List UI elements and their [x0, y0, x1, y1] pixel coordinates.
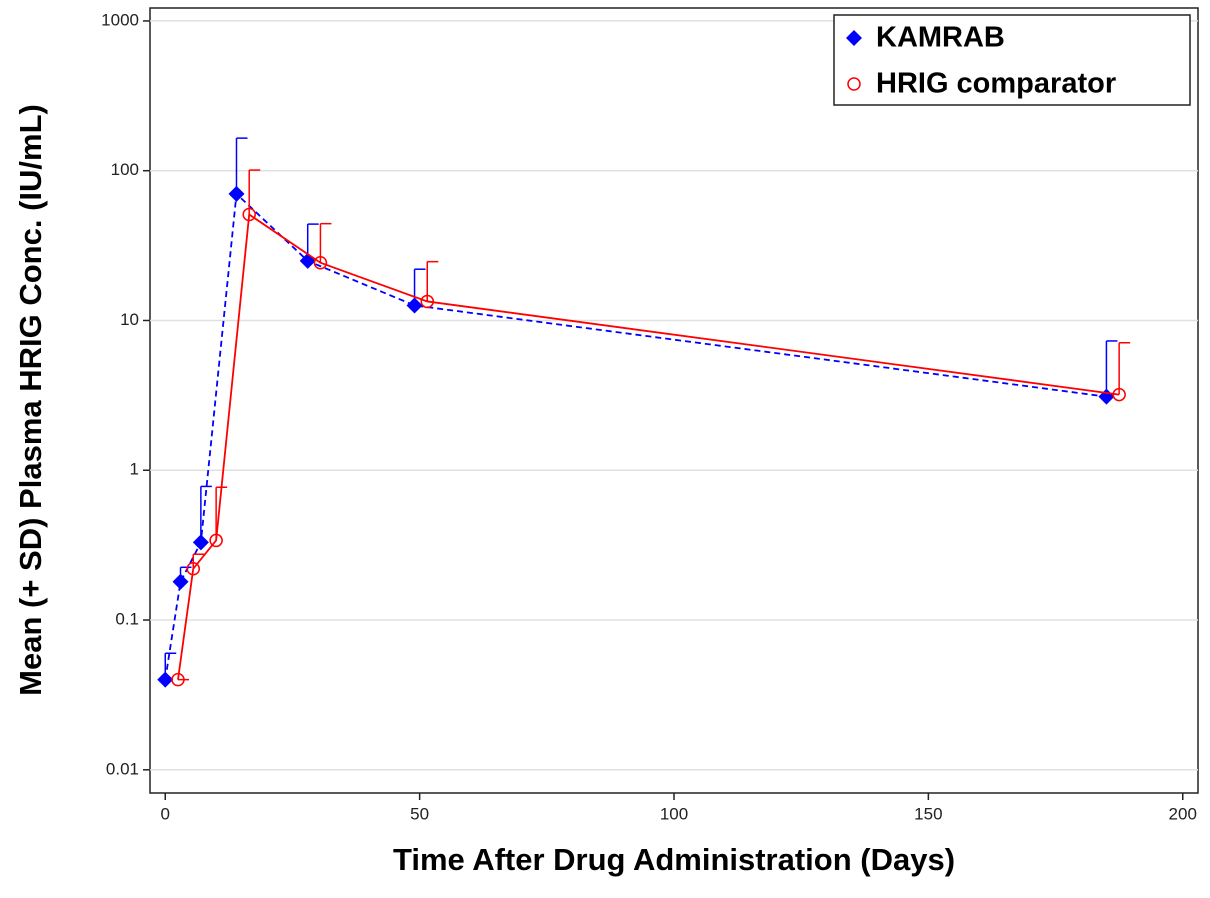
legend-marker	[847, 77, 861, 91]
point-marker	[1098, 388, 1115, 405]
point-marker	[299, 252, 316, 269]
y-tick-label: 100	[111, 160, 139, 179]
y-tick-label: 1	[130, 460, 139, 479]
y-tick-label: 10	[120, 310, 139, 329]
point-marker	[313, 255, 328, 270]
x-tick-label: 150	[914, 804, 942, 823]
point-marker	[420, 294, 435, 309]
point-marker	[1112, 387, 1126, 402]
point-marker	[406, 297, 423, 314]
error-bar	[235, 137, 248, 194]
legend-box	[833, 14, 1191, 106]
series-line	[177, 212, 1120, 680]
legend-label: HRIG comparator	[876, 68, 1116, 100]
x-axis-title: Time After Drug Administration (Days)	[393, 842, 955, 877]
point-marker	[209, 533, 223, 548]
y-tick-label: 0.01	[106, 759, 139, 778]
y-axis-title: Mean (+ SD) Plasma HRIG Conc. (IU/mL)	[13, 104, 48, 696]
x-tick-label: 200	[1169, 804, 1197, 823]
legend-label: KAMRAB	[876, 22, 1005, 54]
x-tick-label: 100	[660, 804, 688, 823]
legend-marker	[846, 30, 862, 46]
point-marker	[192, 534, 209, 551]
point-marker	[172, 573, 189, 590]
point-marker	[186, 561, 200, 576]
error-bar	[248, 169, 261, 215]
x-tick-label: 50	[410, 804, 429, 823]
point-marker	[157, 671, 174, 688]
point-marker	[228, 185, 245, 202]
plot-frame	[149, 7, 1199, 794]
y-tick-label: 1000	[101, 10, 139, 29]
error-bar	[192, 553, 205, 569]
error-bar	[1105, 340, 1118, 397]
point-marker	[242, 207, 256, 222]
y-tick-label: 0.1	[115, 610, 139, 629]
x-tick-label: 0	[161, 804, 170, 823]
point-marker	[171, 672, 185, 687]
error-bar	[1118, 342, 1131, 395]
error-bar	[200, 485, 212, 543]
legend: KAMRAB HRIG comparator	[833, 14, 1191, 106]
